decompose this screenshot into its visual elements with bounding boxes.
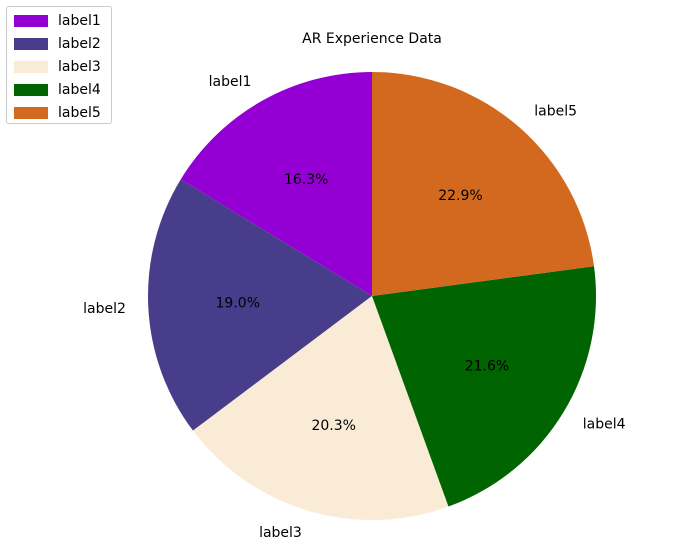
- category-label-label2: label2: [83, 301, 126, 317]
- pct-label-label4: 21.6%: [465, 359, 509, 375]
- pie-slice-label5: [372, 72, 595, 296]
- legend-item-label5: label5: [14, 103, 101, 123]
- category-label-label5: label5: [534, 104, 577, 120]
- pie-slices: [148, 72, 596, 520]
- pie-slice-label2: [148, 179, 372, 431]
- legend-item-label1: label1: [14, 11, 101, 31]
- pie-labels: 16.3% label1 19.0% label2 20.3% label3 21.6% la…: [83, 74, 625, 541]
- pie-slice-label1: [180, 72, 372, 296]
- pie-slice-label3: [192, 296, 449, 520]
- legend-label-label4: label4: [58, 82, 101, 98]
- legend-swatch-label3: [14, 61, 48, 73]
- category-label-label1: label1: [209, 74, 252, 90]
- pct-label-label5: 22.9%: [438, 188, 482, 204]
- pct-label-label1: 16.3%: [284, 172, 328, 188]
- legend-label-label3: label3: [58, 59, 101, 75]
- legend-item-label4: label4: [14, 80, 101, 100]
- legend: label1 label2 label3 label4 label5: [6, 6, 112, 124]
- category-label-label4: label4: [583, 417, 626, 433]
- legend-label-label1: label1: [58, 13, 101, 29]
- legend-item-label3: label3: [14, 57, 101, 77]
- legend-swatch-label2: [14, 38, 48, 50]
- category-label-label3: label3: [259, 525, 302, 541]
- chart-title: AR Experience Data: [302, 31, 442, 47]
- pct-label-label3: 20.3%: [311, 418, 355, 434]
- legend-swatch-label5: [14, 107, 48, 119]
- legend-swatch-label1: [14, 15, 48, 27]
- pct-label-label2: 19.0%: [216, 296, 260, 312]
- legend-swatch-label4: [14, 84, 48, 96]
- pie-slice-label4: [372, 266, 596, 507]
- legend-item-label2: label2: [14, 34, 101, 54]
- legend-label-label5: label5: [58, 105, 101, 121]
- legend-label-label2: label2: [58, 36, 101, 52]
